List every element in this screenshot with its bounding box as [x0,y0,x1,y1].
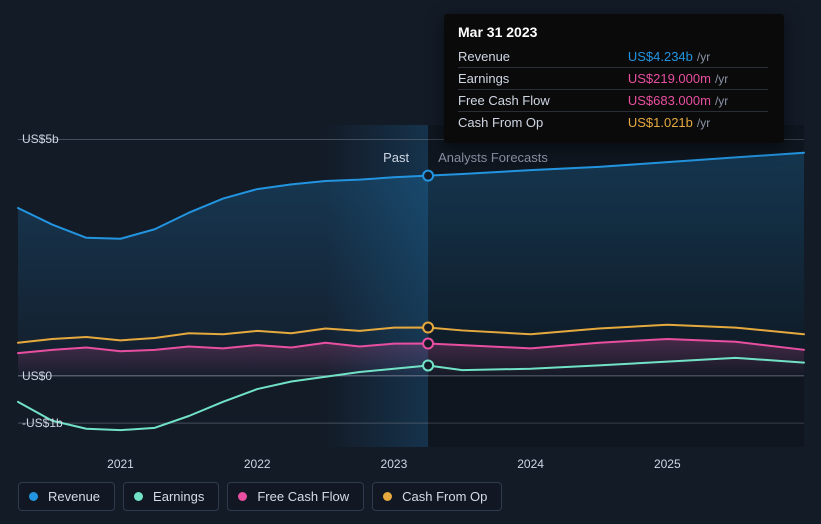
marker-revenue [423,171,433,181]
legend-item-cash-from-op[interactable]: Cash From Op [372,482,502,511]
tooltip-row: Free Cash FlowUS$683.000m/yr [458,90,768,112]
legend-item-earnings[interactable]: Earnings [123,482,219,511]
tooltip-title: Mar 31 2023 [458,24,768,40]
legend-item-revenue[interactable]: Revenue [18,482,115,511]
tooltip-row: RevenueUS$4.234b/yr [458,46,768,68]
divider-label-forecast: Analysts Forecasts [438,150,548,165]
divider-label-past: Past [383,150,409,165]
marker-cash_from_op [423,323,433,333]
tooltip-row-value: US$683.000m/yr [628,90,768,112]
legend-label: Earnings [153,489,204,504]
legend-swatch [238,492,247,501]
legend-swatch [29,492,38,501]
legend: Revenue Earnings Free Cash Flow Cash From O… [18,482,502,511]
tooltip-row-label: Earnings [458,68,628,90]
tooltip-row-label: Cash From Op [458,112,628,134]
legend-label: Revenue [48,489,100,504]
tooltip-row-label: Free Cash Flow [458,90,628,112]
tooltip-row: Cash From OpUS$1.021b/yr [458,112,768,134]
tooltip-table: RevenueUS$4.234b/yrEarningsUS$219.000m/y… [458,46,768,133]
tooltip-row-value: US$219.000m/yr [628,68,768,90]
legend-swatch [134,492,143,501]
tooltip: Mar 31 2023 RevenueUS$4.234b/yrEarningsU… [444,14,784,143]
chart-container: Mar 31 2023 RevenueUS$4.234b/yrEarningsU… [0,0,821,524]
legend-swatch [383,492,392,501]
legend-label: Free Cash Flow [257,489,349,504]
marker-free_cash_flow [423,339,433,349]
marker-earnings [423,360,433,370]
tooltip-row: EarningsUS$219.000m/yr [458,68,768,90]
legend-item-free-cash-flow[interactable]: Free Cash Flow [227,482,364,511]
legend-label: Cash From Op [402,489,487,504]
tooltip-row-value: US$1.021b/yr [628,112,768,134]
tooltip-row-label: Revenue [458,46,628,68]
tooltip-row-value: US$4.234b/yr [628,46,768,68]
